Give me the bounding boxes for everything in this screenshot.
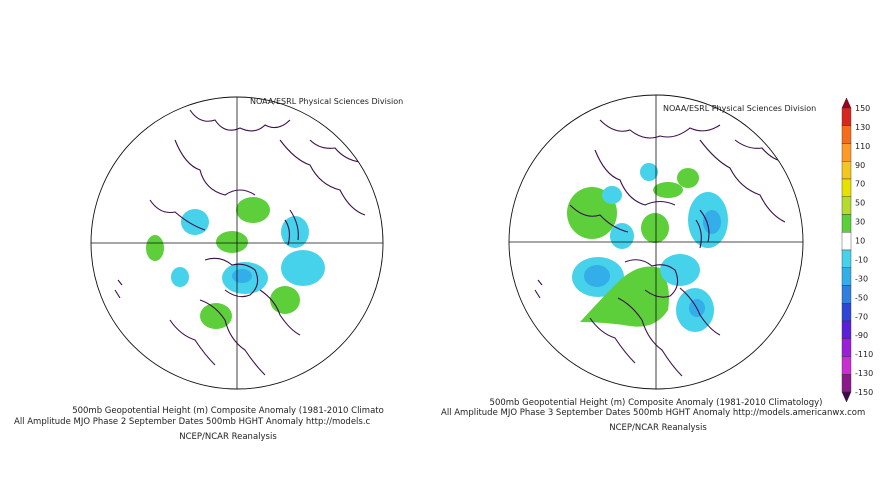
negative-anomaly-blob (602, 186, 622, 204)
positive-anomaly-blob (641, 213, 669, 243)
colorbar-segment (841, 338, 852, 357)
colorbar-tick-label: -70 (855, 312, 868, 321)
left-caption-line3: NCEP/NCAR Reanalysis (179, 432, 277, 442)
colorbar-segment (841, 285, 852, 304)
colorbar-segment (841, 232, 852, 251)
colorbar-segment (841, 196, 852, 215)
colorbar-top-arrow (841, 97, 852, 109)
colorbar-tick-label: -50 (855, 293, 868, 302)
right-caption-line2: All Amplitude MJO Phase 3 September Date… (441, 408, 866, 418)
positive-anomaly-blob (146, 235, 164, 261)
colorbar-tick-label: -110 (855, 350, 873, 359)
negative-anomaly-blob (640, 163, 658, 181)
colorbar-segment (841, 178, 852, 197)
colorbar-tick-label: 150 (855, 104, 870, 113)
colorbar-tick-label: -10 (855, 255, 868, 264)
negative-anomaly-blob (703, 210, 721, 234)
colorbar-segment (841, 267, 852, 286)
negative-anomaly-blob (281, 216, 309, 248)
colorbar-tick-label: -90 (855, 331, 868, 340)
positive-anomaly-blob (216, 231, 248, 253)
positive-anomaly-blob (677, 168, 699, 188)
colorbar-bottom-arrow (841, 391, 852, 403)
colorbar-tick-label: -30 (855, 274, 868, 283)
left-coastlines (114, 109, 366, 376)
colorbar-tick-label: 70 (855, 180, 865, 189)
positive-anomaly-blob (653, 182, 683, 198)
right-caption-line3: NCEP/NCAR Reanalysis (609, 423, 707, 433)
positive-anomaly-blob (200, 303, 232, 329)
colorbar-tick-label: -130 (855, 369, 873, 378)
colorbar-segment (841, 249, 852, 268)
negative-anomaly-blob (171, 267, 189, 287)
left-caption-line1: 500mb Geopotential Height (m) Composite … (72, 406, 384, 416)
negative-anomaly-blob (660, 254, 700, 286)
colorbar-segment (841, 320, 852, 339)
colorbar-tick-label: 130 (855, 123, 870, 132)
right-caption-line1: 500mb Geopotential Height (m) Composite … (489, 398, 823, 408)
colorbar-tick-label: 90 (855, 161, 865, 170)
colorbar-segment (841, 125, 852, 144)
colorbar-segment (841, 143, 852, 162)
right-anomaly-field (567, 163, 728, 332)
colorbar-segment (841, 107, 852, 126)
negative-anomaly-blob (281, 250, 325, 286)
left-map-credit: NOAA/ESRL Physical Sciences Division (250, 97, 404, 106)
colorbar-segment (841, 374, 852, 393)
colorbar-tick-label: 50 (855, 199, 865, 208)
colorbar-segment (841, 303, 852, 322)
negative-anomaly-blob (610, 223, 634, 249)
positive-anomaly-blob (236, 197, 270, 223)
colorbar: 150 130 110 90 70 50 30 10 -10 -30 -50 -70 -90 -110 -1… (841, 97, 873, 403)
colorbar-segment (841, 161, 852, 180)
positive-anomaly-blob (580, 266, 669, 327)
colorbar-segment (841, 214, 852, 233)
colorbar-segment (841, 356, 852, 375)
left-caption-line2: All Amplitude MJO Phase 2 September Date… (14, 417, 371, 427)
right-map-credit: NOAA/ESRL Physical Sciences Division (663, 104, 817, 113)
right-coastlines (534, 119, 786, 377)
negative-anomaly-blob (584, 265, 610, 287)
colorbar-tick-label: 110 (855, 142, 870, 151)
positive-anomaly-blob (270, 286, 300, 314)
colorbar-tick-label: 30 (855, 218, 865, 227)
colorbar-tick-label: 10 (855, 237, 865, 246)
colorbar-tick-label: -150 (855, 388, 873, 397)
